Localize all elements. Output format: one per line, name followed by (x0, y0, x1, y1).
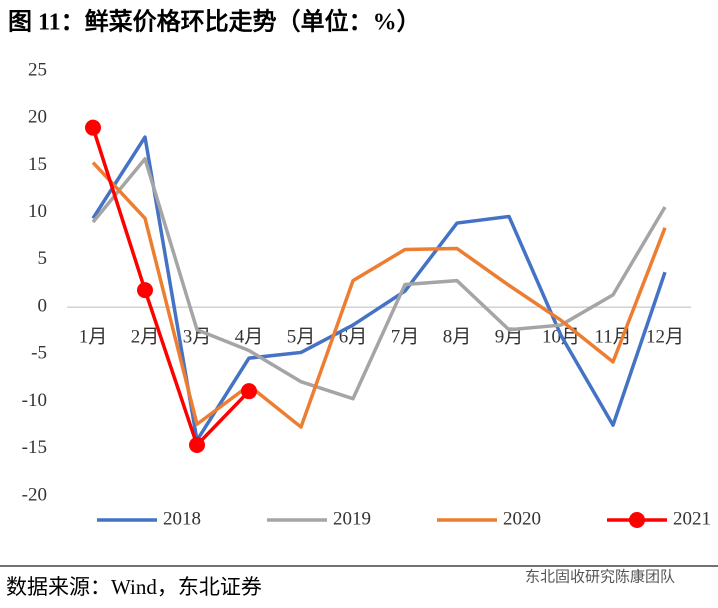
x-tick-label: 9月 (495, 326, 524, 347)
marker (189, 437, 205, 453)
x-tick-label: 1月 (79, 326, 108, 347)
marker (241, 383, 257, 400)
y-tick-label: -15 (22, 437, 47, 458)
y-tick-label: 15 (28, 154, 47, 175)
y-tick-label: 25 (28, 59, 47, 80)
y-tick-label: -20 (22, 484, 47, 505)
series-line (91, 157, 667, 401)
x-tick-label: 6月 (339, 326, 368, 347)
legend-label: 2021 (673, 508, 711, 529)
legend-label: 2018 (163, 508, 201, 529)
y-tick-label: -5 (31, 343, 47, 364)
x-tick-label: 2月 (131, 326, 160, 347)
x-tick-label: 12月 (646, 326, 684, 347)
series-line (91, 127, 251, 447)
y-tick-label: 20 (28, 107, 47, 128)
legend-label: 2019 (333, 508, 371, 529)
y-tick-label: 10 (28, 201, 47, 222)
y-tick-label: 5 (38, 248, 48, 269)
x-tick-label: 8月 (443, 326, 472, 347)
series-line (91, 161, 667, 429)
watermark: 东北固收研究陈康团队 (525, 567, 675, 585)
x-tick-label: 7月 (391, 326, 420, 347)
x-tick-label: 5月 (287, 326, 316, 347)
y-tick-label: -10 (22, 390, 47, 411)
marker (85, 119, 101, 136)
legend-marker (629, 512, 645, 528)
y-tick-label: 0 (38, 295, 48, 316)
source: 数据来源：Wind，东北证券 (6, 575, 262, 599)
chart-title: 图 11：鲜菜价格环比走势（单位：%） (8, 8, 421, 36)
marker (137, 282, 153, 299)
x-tick-label: 4月 (235, 326, 264, 347)
legend-label: 2020 (503, 508, 541, 529)
